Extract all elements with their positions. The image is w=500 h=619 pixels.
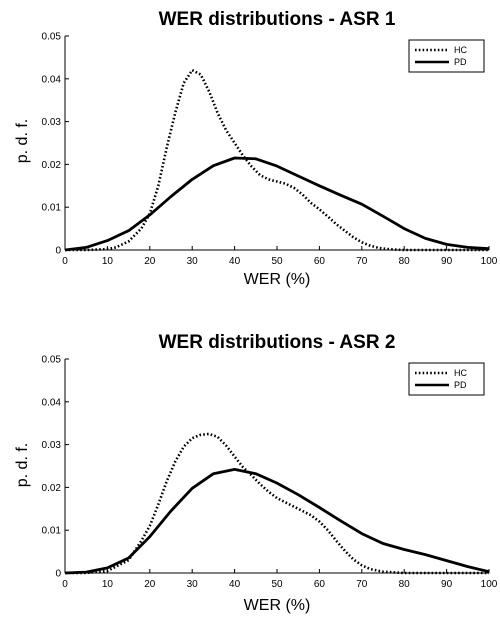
x-tick-label: 10 xyxy=(102,579,114,590)
x-tick-label: 30 xyxy=(187,256,199,267)
legend-label-pd: PD xyxy=(454,380,467,390)
x-axis-label: WER (%) xyxy=(244,271,311,288)
y-tick-label: 0.05 xyxy=(42,355,62,366)
y-tick-label: 0.02 xyxy=(42,483,62,494)
x-tick-label: 10 xyxy=(102,256,114,267)
x-tick-label: 80 xyxy=(399,579,411,590)
y-tick-label: 0.02 xyxy=(42,160,62,171)
x-tick-label: 60 xyxy=(314,579,326,590)
x-tick-label: 30 xyxy=(187,579,199,590)
y-tick-label: 0.03 xyxy=(42,117,62,128)
y-tick-label: 0 xyxy=(55,569,61,580)
y-tick-label: 0.01 xyxy=(42,203,62,214)
series-line-hc xyxy=(65,432,489,575)
chart-asr1: WER distributions - ASR 1 WER (%) p. d. … xyxy=(14,9,498,288)
y-tick-label: 0.04 xyxy=(42,74,62,85)
legend: HC PD xyxy=(408,362,485,396)
x-tick-label: 100 xyxy=(481,256,498,267)
x-tick-label: 40 xyxy=(229,256,241,267)
x-axis-label: WER (%) xyxy=(244,597,311,614)
series-line-hc xyxy=(65,68,489,252)
series-line-pd xyxy=(64,156,490,252)
x-tick-label: 50 xyxy=(271,579,283,590)
x-tick-label: 40 xyxy=(229,579,241,590)
y-axis-label: p. d. f. xyxy=(14,443,31,487)
legend-label-hc: HC xyxy=(454,368,467,378)
x-tick-label: 50 xyxy=(271,256,283,267)
chart-title: WER distributions - ASR 2 xyxy=(159,332,396,353)
y-axis-label: p. d. f. xyxy=(14,119,31,163)
x-tick-label: 90 xyxy=(441,256,453,267)
chart-title: WER distributions - ASR 1 xyxy=(159,9,396,30)
x-tick-label: 20 xyxy=(144,579,156,590)
legend-label-hc: HC xyxy=(454,45,467,55)
x-tick-label: 80 xyxy=(399,256,411,267)
x-tick-label: 60 xyxy=(314,256,326,267)
x-tick-label: 100 xyxy=(481,579,498,590)
chart-asr2: WER distributions - ASR 2 WER (%) p. d. … xyxy=(14,332,498,614)
plot-area: 0 10 20 30 40 50 60 70 80 90 100 0 0.01 0.02 0.03 0.04 0… xyxy=(42,32,498,268)
x-tick-label: 20 xyxy=(144,256,156,267)
legend: HC PD xyxy=(408,39,485,73)
legend-label-pd: PD xyxy=(454,57,467,67)
y-tick-label: 0.04 xyxy=(42,397,62,408)
x-tick-label: 0 xyxy=(62,256,68,267)
y-tick-label: 0.03 xyxy=(42,440,62,451)
y-tick-label: 0.05 xyxy=(42,32,62,43)
y-tick-label: 0.01 xyxy=(42,526,62,537)
x-tick-label: 70 xyxy=(356,579,368,590)
x-tick-label: 90 xyxy=(441,579,453,590)
plot-area: 0 10 20 30 40 50 60 70 80 90 100 0 0.01 0.02 0.03 0.04 0… xyxy=(42,355,498,591)
y-tick-label: 0 xyxy=(55,246,61,257)
series-line-pd xyxy=(64,467,490,575)
x-tick-label: 0 xyxy=(62,579,68,590)
x-tick-label: 70 xyxy=(356,256,368,267)
legend-box xyxy=(408,39,485,73)
legend-box xyxy=(408,362,485,396)
